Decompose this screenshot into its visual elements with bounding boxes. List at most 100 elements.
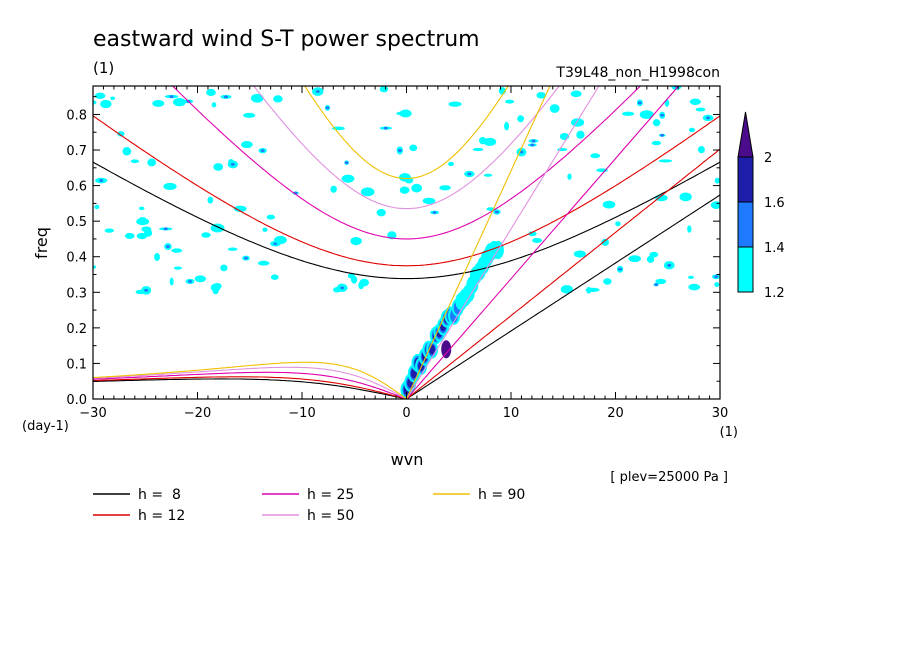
- power-blob: [536, 92, 546, 99]
- power-blob-core: [243, 256, 248, 260]
- power-blob: [646, 255, 655, 263]
- chart-subtitle-right: T39L48_non_H1998con: [555, 65, 720, 81]
- power-blob: [649, 251, 659, 258]
- power-blob: [586, 286, 592, 294]
- y-tick-label: 0.2: [66, 322, 87, 337]
- colorbar-label: 1.4: [764, 241, 785, 256]
- power-blob: [233, 205, 247, 212]
- power-blob: [257, 260, 270, 266]
- power-blob-core: [344, 161, 349, 165]
- power-blob: [110, 96, 116, 101]
- power-blob-core: [340, 286, 345, 290]
- power-blob: [94, 204, 100, 210]
- power-blob: [104, 228, 115, 233]
- power-blob: [658, 159, 673, 163]
- power-blob-core: [260, 149, 265, 153]
- power-blob: [655, 278, 667, 285]
- power-blob: [93, 265, 97, 269]
- x-tick-label: 10: [503, 406, 520, 421]
- power-blob: [570, 90, 582, 98]
- power-blob: [124, 232, 135, 239]
- power-blob-core: [637, 101, 642, 105]
- power-blob-core: [165, 245, 170, 248]
- power-blob: [163, 182, 177, 191]
- x-axis-label: wvn: [391, 450, 424, 469]
- y-tick-label: 0.8: [66, 108, 87, 123]
- colorbar-label: 1.2: [764, 286, 785, 301]
- power-blob-core: [494, 210, 499, 214]
- dispersion-curve: [93, 161, 720, 280]
- legend-label: h = 25: [307, 487, 354, 503]
- dispersion-curve: [171, 86, 642, 240]
- power-blob-core: [315, 90, 320, 93]
- power-blob: [220, 264, 228, 272]
- power-blob: [652, 119, 661, 127]
- power-blob: [330, 185, 337, 193]
- power-blob: [173, 266, 182, 270]
- power-blob: [396, 111, 408, 116]
- power-blob: [262, 227, 268, 232]
- power-blob: [651, 140, 662, 146]
- power-blob-core: [230, 162, 235, 166]
- power-blob: [688, 127, 695, 133]
- power-blob-core: [325, 106, 330, 110]
- power-blob: [144, 229, 153, 237]
- power-blob: [483, 173, 493, 177]
- power-blob: [714, 177, 720, 184]
- power-blob: [93, 100, 97, 105]
- dispersion-curves: [93, 86, 720, 399]
- power-blob: [213, 163, 224, 171]
- power-blob: [399, 186, 410, 194]
- dispersion-curve: [406, 86, 680, 399]
- power-blob: [483, 137, 497, 146]
- dispersion-curve: [253, 86, 560, 210]
- power-blob: [601, 238, 609, 246]
- power-blob: [347, 273, 355, 279]
- power-blob: [560, 285, 573, 294]
- legend-label: h = 50: [307, 508, 354, 524]
- power-blob-core: [163, 227, 168, 231]
- power-blob-core: [531, 139, 536, 143]
- power-blob-core: [169, 95, 174, 98]
- power-blob: [243, 112, 256, 118]
- power-blob: [505, 99, 515, 104]
- power-blob: [602, 200, 616, 209]
- power-blob: [615, 221, 621, 227]
- power-blob: [688, 283, 701, 291]
- power-blob: [439, 185, 451, 191]
- dispersion-curve: [93, 115, 720, 267]
- x-tick-label: −30: [79, 406, 106, 421]
- x-tick-label: −20: [184, 406, 211, 421]
- colorbar-segment: [737, 156, 754, 203]
- y-axis-unit: (day-1): [22, 419, 69, 434]
- power-blob: [100, 99, 112, 109]
- dispersion-curve: [405, 86, 551, 399]
- power-blob: [689, 98, 701, 105]
- legend-label: h = 8: [138, 487, 181, 503]
- colorbar-segment: [737, 246, 754, 293]
- y-tick-label: 0.7: [66, 144, 87, 159]
- power-blob: [207, 196, 214, 204]
- plot-background: [93, 86, 720, 399]
- x-tick-label: 20: [607, 406, 624, 421]
- power-blob: [266, 214, 275, 220]
- colorbar-label: 2: [764, 151, 772, 166]
- power-blob: [422, 197, 436, 205]
- power-blob: [549, 104, 560, 113]
- power-blob: [241, 141, 253, 149]
- y-tick-label: 0.0: [66, 393, 87, 408]
- chart-subtitle-left: (1): [93, 59, 114, 77]
- power-blob-core: [654, 283, 659, 287]
- power-blob-core: [144, 288, 149, 292]
- x-axis-unit: (1): [720, 425, 738, 440]
- power-blob: [147, 158, 156, 167]
- colorbar-triangle: [737, 111, 754, 158]
- power-blob: [274, 236, 285, 243]
- power-blob-core: [383, 126, 388, 130]
- legend: h = 8 h = 12 h = 25 h = 50 h = 90: [93, 487, 525, 524]
- power-blob: [639, 110, 654, 119]
- power-blob-core: [714, 275, 719, 279]
- dispersion-curve: [93, 371, 407, 399]
- power-blob: [130, 159, 140, 164]
